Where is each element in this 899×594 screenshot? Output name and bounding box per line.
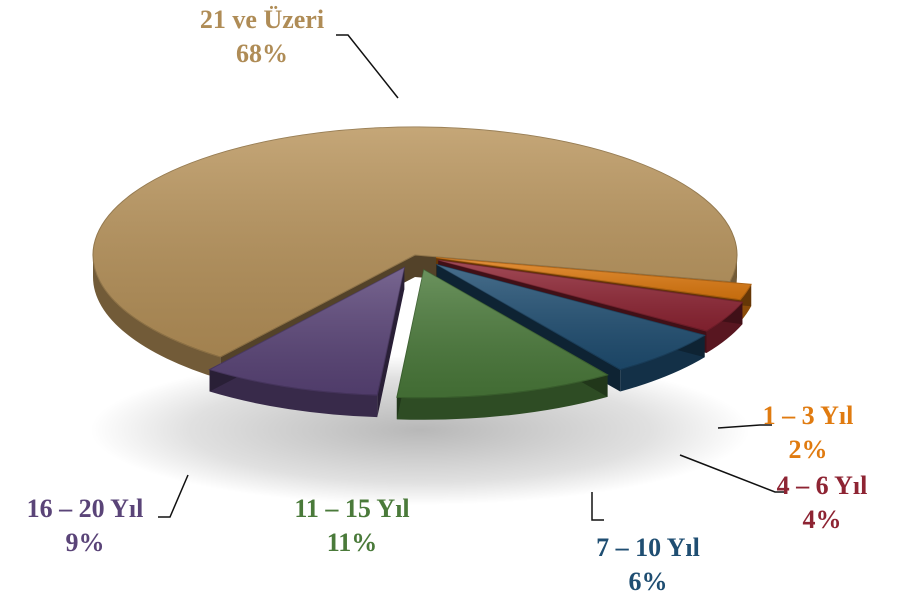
slice-value-1-3-yıl: 2% bbox=[789, 435, 828, 464]
pie-slice-11-15-yıl bbox=[396, 269, 609, 420]
slice-label-21-ve-üzeri: 21 ve Üzeri bbox=[200, 5, 324, 34]
pie-slice-wall-16-20-yıl-0 bbox=[377, 267, 405, 418]
pie-slice-shine-21-ve-üzeri bbox=[93, 127, 738, 357]
slice-value-21-ve-üzeri: 68% bbox=[236, 39, 288, 68]
leader-line-16-20-yıl bbox=[158, 474, 189, 518]
leader-lines bbox=[158, 34, 787, 521]
pie-slice-shine-4-6-yıl bbox=[438, 260, 743, 332]
pie-slice-side-11-15-yıl bbox=[396, 374, 608, 420]
pie-slice-side-21-ve-üzeri bbox=[93, 255, 221, 379]
slice-value-7-10-yıl: 6% bbox=[629, 567, 668, 594]
pie-slice-16-20-yıl bbox=[208, 266, 405, 418]
slice-value-11-15-yıl: 11% bbox=[327, 528, 378, 557]
slice-label-16-20-yıl: 16 – 20 Yıl bbox=[27, 494, 144, 523]
leader-line-1-3-yıl bbox=[717, 424, 772, 429]
leader-line-21-ve-üzeri bbox=[336, 34, 399, 99]
slice-label-4-6-yıl: 4 – 6 Yıl bbox=[777, 471, 868, 500]
leader-line-7-10-yıl bbox=[591, 492, 604, 521]
pie-slice-shine-16-20-yıl bbox=[209, 267, 405, 396]
slice-label-1-3-yıl: 1 – 3 Yıl bbox=[763, 401, 854, 430]
slice-label-11-15-yıl: 11 – 15 Yıl bbox=[294, 494, 409, 523]
pie-slice-shine-7-10-yıl bbox=[436, 264, 705, 370]
slices-group bbox=[92, 126, 752, 420]
slice-value-4-6-yıl: 4% bbox=[803, 505, 842, 534]
pie-slice-side-16-20-yıl bbox=[209, 369, 378, 418]
labels-group: 1 – 3 Yıl 2% 4 – 6 Yıl 4% 7 – 10 Yıl 6% 11 – 1… bbox=[27, 5, 868, 594]
leader-line-4-6-yıl bbox=[679, 454, 787, 493]
pie-slice-shine-1-3-yıl bbox=[436, 257, 752, 300]
slice-value-16-20-yıl: 9% bbox=[66, 528, 105, 557]
slice-label-7-10-yıl: 7 – 10 Yıl bbox=[596, 533, 700, 562]
pie-slice-shine-11-15-yıl bbox=[396, 269, 608, 398]
